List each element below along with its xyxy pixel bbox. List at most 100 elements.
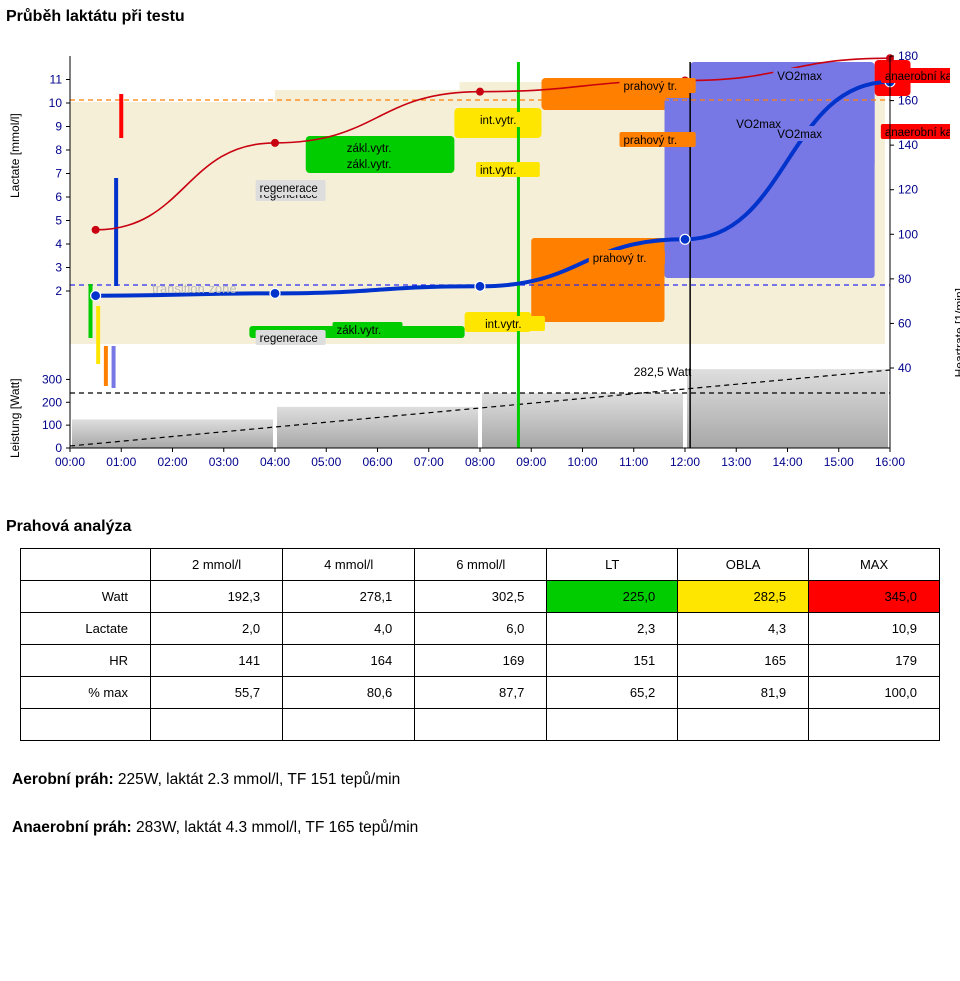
col-header: 6 mmol/l (415, 549, 547, 581)
svg-text:12:00: 12:00 (670, 455, 700, 469)
cell: 225,0 (547, 581, 678, 613)
cell: 345,0 (809, 581, 940, 613)
col-header: 4 mmol/l (283, 549, 415, 581)
svg-text:282,5 Watt: 282,5 Watt (634, 365, 692, 379)
svg-text:10: 10 (49, 96, 63, 110)
cell: 6,0 (415, 613, 547, 645)
cell: 169 (415, 645, 547, 677)
svg-text:prahový tr.: prahový tr. (624, 135, 678, 147)
row-header: HR (21, 645, 151, 677)
svg-text:zákl.vytr.: zákl.vytr. (337, 325, 382, 337)
svg-text:300: 300 (42, 372, 62, 386)
cell: 81,9 (678, 677, 809, 709)
svg-text:120: 120 (898, 183, 918, 197)
cell: 2,0 (151, 613, 283, 645)
svg-text:80: 80 (898, 272, 912, 286)
svg-text:11:00: 11:00 (619, 455, 648, 469)
svg-text:9: 9 (55, 120, 62, 134)
svg-text:06:00: 06:00 (362, 455, 392, 469)
svg-text:40: 40 (898, 361, 912, 375)
cell: 165 (678, 645, 809, 677)
cell: 192,3 (151, 581, 283, 613)
cell: 4,0 (283, 613, 415, 645)
threshold-table: 2 mmol/l4 mmol/l6 mmol/lLTOBLAMAX Watt192… (20, 548, 940, 741)
cell: 80,6 (283, 677, 415, 709)
svg-text:transition zone: transition zone (152, 281, 237, 296)
svg-text:15:00: 15:00 (824, 455, 854, 469)
col-header: OBLA (678, 549, 809, 581)
chart-svg: transition zone regenerace zákl.vytr. int.v… (10, 38, 950, 478)
svg-text:180: 180 (898, 49, 918, 63)
svg-text:02:00: 02:00 (157, 455, 187, 469)
svg-text:00:00: 00:00 (55, 455, 85, 469)
cell: 65,2 (547, 677, 678, 709)
svg-text:int.vytr.: int.vytr. (480, 165, 516, 177)
cell: 10,9 (809, 613, 940, 645)
svg-text:09:00: 09:00 (516, 455, 546, 469)
svg-text:5: 5 (55, 214, 62, 228)
cell: 141 (151, 645, 283, 677)
aerobic-summary: Aerobní práh: 225W, laktát 2.3 mmol/l, T… (12, 771, 948, 789)
col-header: LT (547, 549, 678, 581)
svg-text:11: 11 (50, 73, 63, 87)
svg-text:4: 4 (55, 237, 62, 251)
svg-text:01:00: 01:00 (106, 455, 136, 469)
svg-text:03:00: 03:00 (209, 455, 239, 469)
svg-text:08:00: 08:00 (465, 455, 495, 469)
svg-text:05:00: 05:00 (311, 455, 341, 469)
svg-text:VO2max: VO2max (777, 71, 822, 83)
svg-text:14:00: 14:00 (772, 455, 802, 469)
svg-text:140: 140 (898, 138, 918, 152)
svg-text:regenerace: regenerace (260, 183, 318, 195)
anaerobic-text: 283W, laktát 4.3 mmol/l, TF 165 tepů/min (132, 819, 419, 836)
svg-text:7: 7 (55, 167, 62, 181)
svg-text:200: 200 (42, 395, 62, 409)
chart-title: Průběh laktátu při testu (6, 8, 954, 26)
svg-text:int.vytr.: int.vytr. (480, 115, 516, 127)
anaerobic-label: Anaerobní práh: (12, 819, 132, 836)
svg-text:prahový tr.: prahový tr. (593, 253, 647, 265)
cell: 179 (809, 645, 940, 677)
row-header: Watt (21, 581, 151, 613)
svg-text:04:00: 04:00 (260, 455, 290, 469)
table-title: Prahová analýza (6, 518, 954, 536)
svg-text:zákl.vytr.: zákl.vytr. (347, 159, 392, 171)
svg-text:60: 60 (898, 316, 912, 330)
svg-text:VO2max: VO2max (736, 119, 781, 131)
svg-text:regenerace: regenerace (260, 333, 318, 345)
cell: 2,3 (547, 613, 678, 645)
cell: 4,3 (678, 613, 809, 645)
cell: 151 (547, 645, 678, 677)
cell: 302,5 (415, 581, 547, 613)
svg-text:10:00: 10:00 (567, 455, 597, 469)
svg-text:13:00: 13:00 (721, 455, 751, 469)
svg-text:07:00: 07:00 (414, 455, 444, 469)
aerobic-label: Aerobní práh: (12, 771, 114, 788)
cell: 278,1 (283, 581, 415, 613)
col-header: 2 mmol/l (151, 549, 283, 581)
svg-text:100: 100 (898, 227, 918, 241)
svg-text:2: 2 (55, 284, 62, 298)
cell: 164 (283, 645, 415, 677)
svg-text:VO2max: VO2max (777, 129, 822, 141)
svg-text:anaerobní kap.: anaerobní kap. (885, 71, 950, 83)
aerobic-text: 225W, laktát 2.3 mmol/l, TF 151 tepů/min (114, 771, 401, 788)
svg-text:zákl.vytr.: zákl.vytr. (347, 143, 392, 155)
cell: 55,7 (151, 677, 283, 709)
svg-text:8: 8 (55, 143, 62, 157)
anaerobic-summary: Anaerobní práh: 283W, laktát 4.3 mmol/l,… (12, 819, 948, 837)
lactate-chart: Lactate [mmol/l] Leistung [Watt] Heartra… (10, 38, 950, 478)
svg-text:160: 160 (898, 94, 918, 108)
svg-text:3: 3 (55, 261, 62, 275)
svg-text:0: 0 (55, 441, 62, 455)
col-header: MAX (809, 549, 940, 581)
cell: 282,5 (678, 581, 809, 613)
cell: 100,0 (809, 677, 940, 709)
cell: 87,7 (415, 677, 547, 709)
svg-text:6: 6 (55, 190, 62, 204)
y-axis-hr-label: Heartrate [1/min] (952, 288, 960, 377)
svg-text:prahový tr.: prahový tr. (624, 81, 678, 93)
svg-text:16:00: 16:00 (875, 455, 905, 469)
row-header: % max (21, 677, 151, 709)
row-header: Lactate (21, 613, 151, 645)
